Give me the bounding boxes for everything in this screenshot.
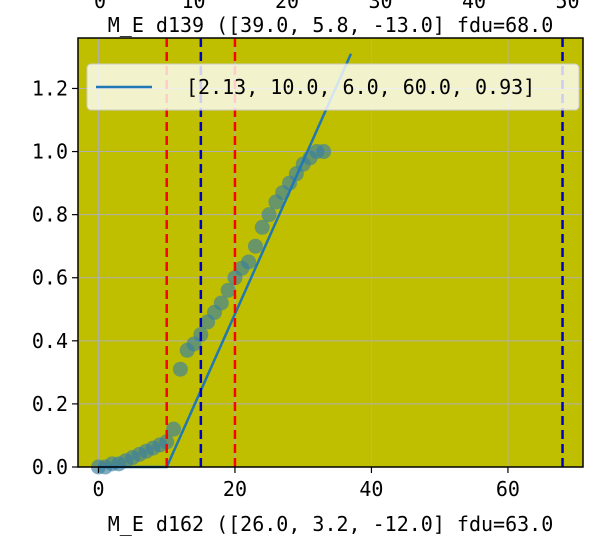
- scatter-point: [247, 238, 263, 254]
- legend-label: [2.13, 10.0, 6.0, 60.0, 0.93]: [186, 75, 535, 99]
- y-tick-label: 1.2: [32, 76, 68, 100]
- y-tick-labels: 0.0 0.2 0.4 0.6 0.8 1.0 1.2: [32, 76, 68, 479]
- top-axis-tick-label: 30: [368, 0, 392, 13]
- x-tick-label: 0: [92, 477, 104, 501]
- y-tick-label: 1.0: [32, 140, 68, 164]
- scatter-point: [254, 219, 270, 235]
- chart-bottom-title: M_E d162 ([26.0, 3.2, -12.0] fdu=63.0: [108, 512, 554, 536]
- y-tick-label: 0.6: [32, 266, 68, 290]
- scatter-point: [159, 434, 175, 450]
- axes-frame: [77, 37, 584, 468]
- legend: [2.13, 10.0, 6.0, 60.0, 0.93]: [86, 63, 580, 111]
- top-axis-tick-labels: 0 10 20 30 40 50: [94, 0, 580, 13]
- scatter-point: [316, 144, 332, 160]
- top-axis-tick-label: 0: [94, 0, 106, 13]
- y-tick-label: 0.4: [32, 329, 68, 353]
- y-tick-label: 0.2: [32, 392, 68, 416]
- scatter-point: [241, 254, 257, 270]
- scatter-point: [166, 421, 182, 437]
- scatter-point: [220, 282, 236, 298]
- top-axis-tick-label: 50: [555, 0, 579, 13]
- x-tick-labels: 0 20 40 60: [92, 477, 520, 501]
- top-axis-tick-label: 20: [275, 0, 299, 13]
- x-tick-label: 40: [359, 477, 383, 501]
- legend-box: [86, 63, 580, 111]
- chart-top-title: M_E d139 ([39.0, 5.8, -13.0] fdu=68.0: [108, 13, 554, 37]
- x-tick-label: 20: [223, 477, 247, 501]
- top-axis-tick-label: 40: [462, 0, 486, 13]
- top-axis-tick-label: 10: [181, 0, 205, 13]
- y-tick-label: 0.0: [32, 455, 68, 479]
- scatter-point: [213, 295, 229, 311]
- y-tick-label: 0.8: [32, 203, 68, 227]
- scatter-point: [172, 361, 188, 377]
- x-tick-label: 60: [496, 477, 520, 501]
- scatter-point: [261, 207, 277, 223]
